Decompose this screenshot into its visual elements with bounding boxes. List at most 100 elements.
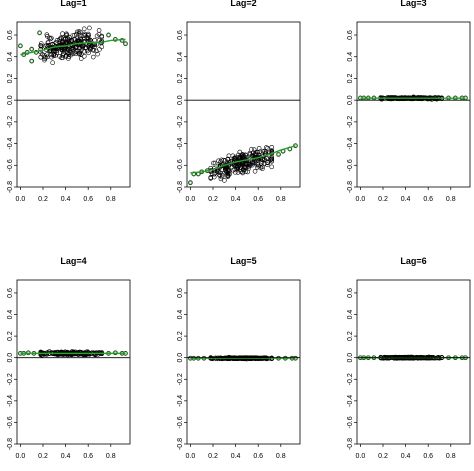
data-point [222, 178, 227, 183]
data-point [212, 160, 218, 166]
y-tick-label: 0.2 [347, 331, 354, 341]
panel-4: Lag=4 0.0 0.2 0.4 0.6 0.8 -0.8 -0.4 0.0 0.4 -0.6 -0… [7, 256, 131, 460]
data-point [91, 48, 97, 53]
panel-title: Lag=1 [60, 0, 86, 8]
data-point [65, 35, 70, 41]
data-point [250, 159, 255, 165]
y-tick-label: 0.2 [347, 73, 354, 83]
data-point [256, 146, 262, 151]
y-tick-label: 0.4 [7, 310, 14, 320]
data-point [51, 51, 57, 57]
data-point [214, 169, 220, 174]
y-tick-label: -0.6 [7, 159, 14, 171]
data-point [70, 33, 76, 38]
smooth-marker [191, 356, 196, 361]
y-tick-label: 0.4 [347, 52, 354, 62]
smooth-marker [31, 351, 36, 356]
data-point [269, 164, 275, 170]
data-point [76, 51, 82, 56]
data-point [59, 47, 65, 53]
data-point [68, 52, 74, 58]
data-point [216, 158, 221, 164]
plot-frame [16, 279, 131, 445]
smooth-marker [293, 356, 298, 361]
data-point [95, 51, 100, 57]
data-point [60, 31, 65, 36]
data-point [238, 155, 244, 160]
smooth-marker [199, 169, 204, 174]
x-tick-label: 0.0 [16, 453, 26, 460]
smooth-marker [196, 171, 201, 176]
x-tick-label: 0.6 [253, 453, 263, 460]
y-tick-label: 0.6 [7, 288, 14, 298]
data-point [231, 163, 237, 168]
smooth-marker [25, 50, 30, 55]
y-tick-label: -0.8 [177, 181, 184, 193]
data-point [77, 51, 82, 57]
panel-1: Lag=1 0.0 0.2 0.4 0.6 0.8 -0.8 -0.4 0.0 0.4 -0.6 -0… [7, 0, 131, 203]
y-tick-label: 0.6 [7, 30, 14, 40]
data-point [250, 161, 255, 166]
smooth-marker [201, 356, 206, 361]
data-point [64, 32, 70, 38]
data-point [49, 52, 54, 58]
plot-frame [16, 21, 131, 188]
data-point [60, 350, 66, 355]
panel-title: Lag=3 [400, 0, 426, 8]
data-point [57, 40, 63, 46]
data-point [57, 54, 62, 59]
y-tick-label: -0.4 [7, 395, 14, 407]
smooth-marker [34, 50, 39, 55]
x-tick-label: 0.8 [446, 196, 456, 203]
panel-5: Lag=5 0.0 0.2 0.4 0.6 0.8 -0.8 -0.4 0.0 0.4 -0.6 -0… [177, 256, 301, 460]
x-tick-label: 0.0 [16, 196, 26, 203]
data-point [219, 167, 225, 172]
data-point [244, 356, 250, 362]
smooth-marker [366, 95, 371, 100]
y-tick-label: 0.6 [347, 288, 354, 298]
x-tick-label: 0.2 [208, 196, 218, 203]
data-point [54, 48, 60, 53]
x-tick-label: 0.0 [186, 453, 196, 460]
data-point [216, 172, 222, 178]
data-point [257, 149, 263, 155]
data-point [219, 174, 225, 180]
smooth-marker [276, 356, 281, 361]
data-point [268, 157, 273, 163]
data-point [245, 161, 250, 167]
data-point [265, 160, 271, 166]
data-point [70, 45, 76, 51]
data-point [211, 160, 216, 166]
panel-title: Lag=6 [400, 256, 426, 266]
data-point [44, 42, 49, 48]
data-point [78, 56, 84, 61]
smooth-marker [287, 147, 292, 152]
x-tick-label: 0.4 [231, 196, 241, 203]
smooth-marker [21, 52, 26, 57]
smooth-marker [446, 95, 451, 100]
data-point [255, 165, 260, 170]
data-point [39, 44, 44, 49]
data-point [211, 174, 217, 180]
x-tick-label: 0.6 [253, 196, 263, 203]
data-point [76, 31, 82, 36]
smooth-marker [283, 356, 288, 361]
data-point [82, 352, 87, 357]
data-point [86, 50, 91, 56]
data-point [237, 149, 243, 155]
y-tick-label: 0.2 [7, 73, 14, 83]
x-tick-label: 0.2 [378, 196, 388, 203]
smooth-marker [106, 33, 111, 38]
data-point [88, 45, 93, 50]
smooth-marker [281, 149, 286, 154]
data-point [97, 47, 102, 52]
plot-frame [356, 279, 471, 445]
data-point [38, 47, 44, 52]
data-point [50, 41, 56, 47]
data-point [81, 26, 87, 32]
data-point [52, 350, 58, 355]
data-point [234, 166, 240, 172]
data-point [77, 351, 83, 357]
data-point [58, 35, 64, 41]
y-tick-label: 0.6 [177, 288, 184, 298]
